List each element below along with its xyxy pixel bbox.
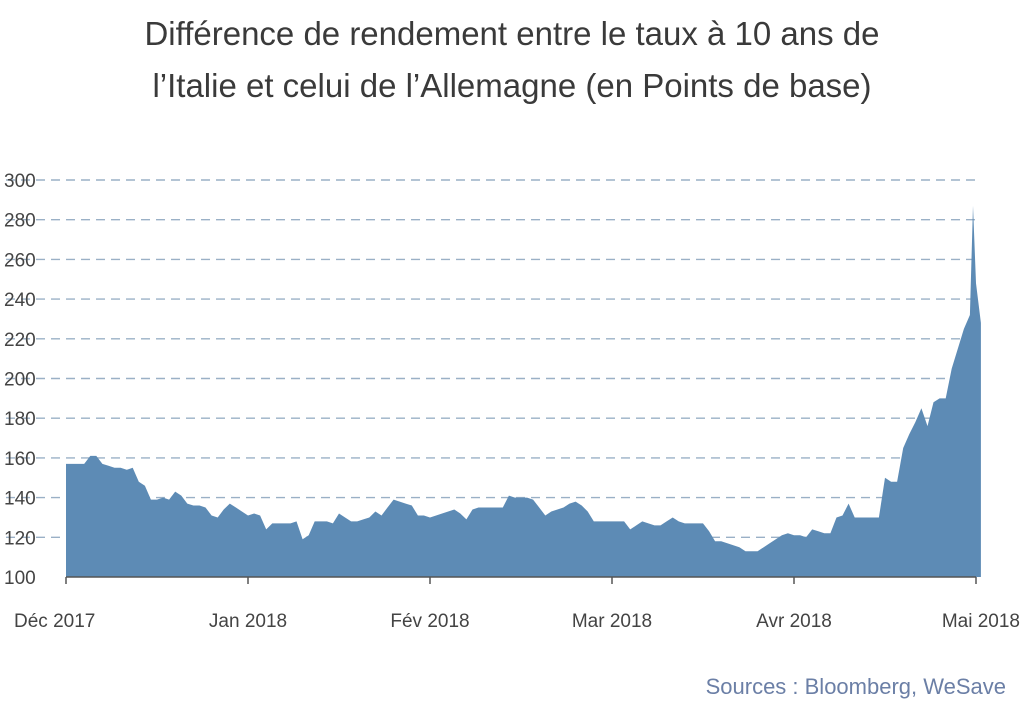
x-tick-label: Jan 2018 — [209, 611, 287, 632]
chart-title: Différence de rendement entre le taux à … — [0, 8, 1024, 112]
x-tick-label: Mar 2018 — [572, 611, 652, 632]
y-tick-label: 140 — [4, 489, 36, 510]
y-tick-label: 100 — [4, 568, 36, 589]
x-tick-labels: Déc 2017 Jan 2018 Fév 2018 Mar 2018 Avr 2018… — [14, 611, 1020, 632]
x-tick-label: Déc 2017 — [14, 611, 95, 632]
y-tick-label: 220 — [4, 330, 36, 351]
y-tick-label: 200 — [4, 370, 36, 391]
x-axis — [65, 576, 977, 584]
grid-lines — [6, 179, 976, 538]
chart-title-line-2: l’Italie et celui de l’Allemagne (en Poi… — [152, 67, 872, 104]
x-tick-label: Fév 2018 — [390, 611, 469, 632]
y-tick-label: 280 — [4, 211, 36, 232]
y-tick-label: 240 — [4, 290, 36, 311]
x-tick-label: Mai 2018 — [942, 611, 1020, 632]
y-tick-label: 260 — [4, 250, 36, 271]
series-area — [66, 205, 981, 578]
y-tick-label: 300 — [4, 171, 36, 192]
spread-area-series — [66, 205, 981, 578]
x-tick-label: Avr 2018 — [756, 611, 832, 632]
y-tick-labels: 100 120 140 160 180 200 220 240 260 280 300 — [4, 171, 36, 589]
y-tick-label: 120 — [4, 528, 36, 549]
chart-title-line-1: Différence de rendement entre le taux à … — [144, 15, 880, 52]
source-note: Sources : Bloomberg, WeSave — [705, 674, 1006, 699]
y-tick-label: 180 — [4, 409, 36, 430]
y-tick-label: 160 — [4, 449, 36, 470]
